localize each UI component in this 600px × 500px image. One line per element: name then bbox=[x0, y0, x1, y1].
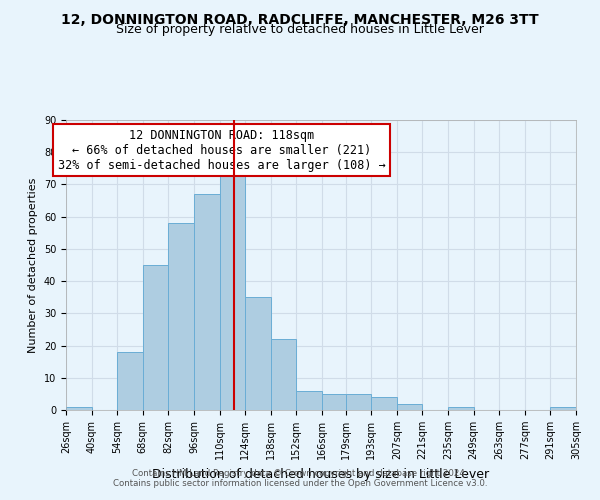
Bar bbox=[397, 404, 422, 410]
Bar bbox=[346, 394, 371, 410]
Bar bbox=[371, 397, 397, 410]
Bar bbox=[143, 265, 169, 410]
Bar bbox=[66, 407, 92, 410]
Bar bbox=[271, 339, 296, 410]
Text: Size of property relative to detached houses in Little Lever: Size of property relative to detached ho… bbox=[116, 22, 484, 36]
Bar bbox=[322, 394, 346, 410]
Text: Contains HM Land Registry data © Crown copyright and database right 2024.: Contains HM Land Registry data © Crown c… bbox=[132, 468, 468, 477]
Bar bbox=[117, 352, 143, 410]
Bar bbox=[194, 194, 220, 410]
Bar bbox=[220, 175, 245, 410]
Bar bbox=[448, 407, 473, 410]
Bar bbox=[245, 297, 271, 410]
Text: 12, DONNINGTON ROAD, RADCLIFFE, MANCHESTER, M26 3TT: 12, DONNINGTON ROAD, RADCLIFFE, MANCHEST… bbox=[61, 12, 539, 26]
X-axis label: Distribution of detached houses by size in Little Lever: Distribution of detached houses by size … bbox=[152, 468, 490, 480]
Y-axis label: Number of detached properties: Number of detached properties bbox=[28, 178, 38, 352]
Bar bbox=[550, 407, 576, 410]
Text: Contains public sector information licensed under the Open Government Licence v3: Contains public sector information licen… bbox=[113, 478, 487, 488]
Bar bbox=[296, 390, 322, 410]
Bar bbox=[169, 223, 194, 410]
Text: 12 DONNINGTON ROAD: 118sqm
← 66% of detached houses are smaller (221)
32% of sem: 12 DONNINGTON ROAD: 118sqm ← 66% of deta… bbox=[58, 128, 385, 172]
